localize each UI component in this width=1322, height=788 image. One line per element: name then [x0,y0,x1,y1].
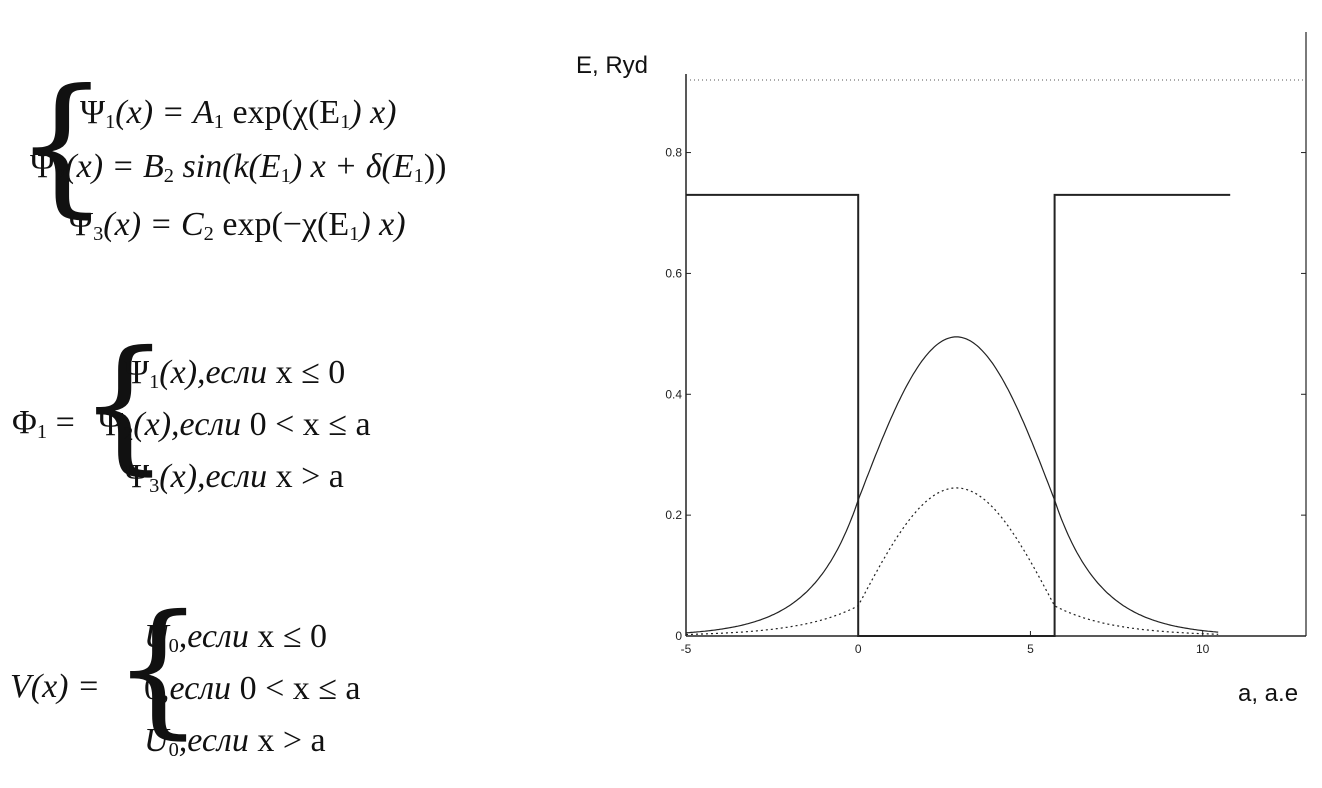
x-tick-label: -5 [681,642,692,656]
x-tick-label: 10 [1196,642,1210,656]
y-tick-label: 0.6 [665,266,682,280]
x-axis-label: a, a.e [1238,680,1299,707]
probability-density-curve [685,487,1219,636]
psi3-equation: Ψ3(x) = C2 exp(−χ(E1) x) [68,206,406,246]
y-tick-label: 0.2 [665,508,682,522]
potential-case-1: U0,если x ≤ 0 [144,618,327,658]
left-brace: { [78,320,171,489]
left-brace: { [112,584,205,753]
wavefunction-curve [685,336,1219,634]
potential-case-3: U0,если x > a [144,722,326,762]
potential-well-line [686,193,1231,637]
phi-case-1: Ψ1(x),если x ≤ 0 [124,354,346,394]
psi1-equation: Ψ1(x) = A1 exp(χ(E1) x) [80,94,397,134]
y-tick-label: 0.4 [665,387,682,401]
psi2-equation: Ψ2(x) = B2 sin(k(E1) x + δ(E1)) [30,148,447,188]
y-tick-label: 0.8 [665,146,682,160]
left-brace: { [14,58,110,232]
phi-case-3: Ψ3(x),если x > a [124,458,344,498]
potential-case-2: 0,если 0 < x ≤ a [144,670,361,707]
y-axis-label: E, Ryd [576,52,649,79]
potential-lhs: V(x) = [10,668,100,705]
chart-series [685,193,1231,637]
x-tick-label: 5 [1027,642,1034,656]
chart-axes [685,32,1307,637]
y-tick-label: 0 [675,629,682,643]
x-tick-label: 0 [855,642,862,656]
phi-lhs: Φ1 = [12,404,75,444]
wavefunction-system: { Ψ1(x) = A1 exp(χ(E1) x) Ψ2(x) = B2 sin… [14,70,494,260]
phi-case-2: Ψ2(x),если 0 < x ≤ a [98,406,371,446]
potential-piecewise: V(x) = { U0,если x ≤ 0 0,если 0 < x ≤ a … [10,596,390,772]
phi-piecewise: Φ1 = { Ψ1(x),если x ≤ 0 Ψ2(x),если 0 < x… [12,332,412,508]
